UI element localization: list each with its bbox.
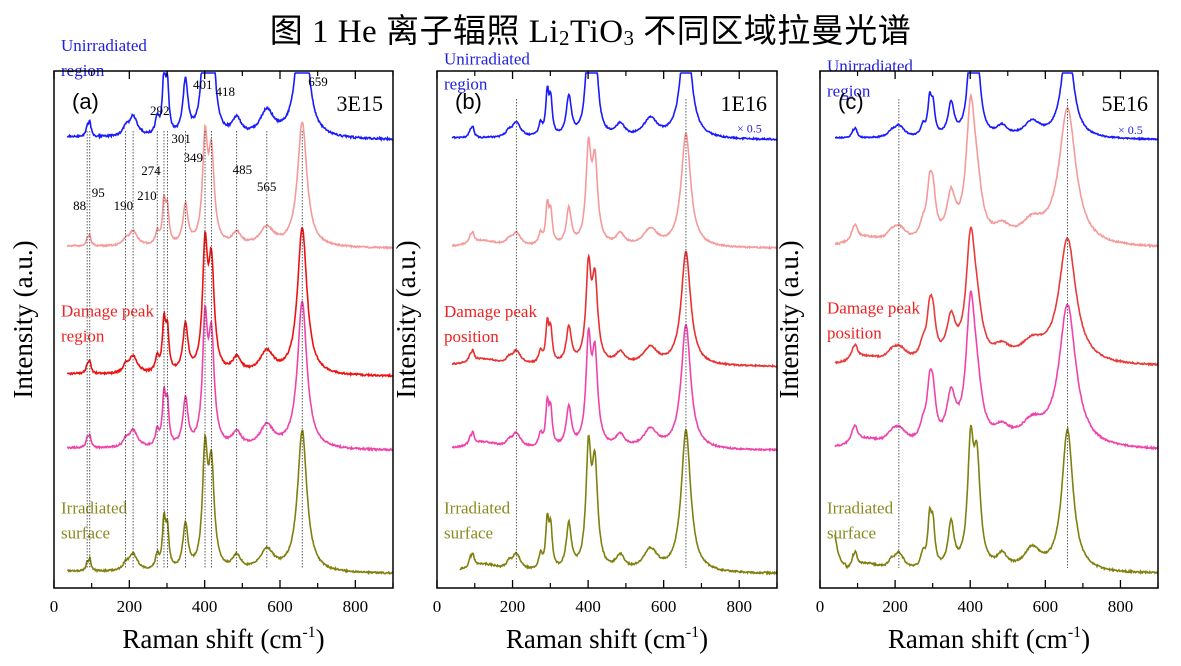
panel-label: (c) — [838, 89, 864, 114]
series-line-irradiated-surface — [459, 428, 778, 576]
x-tick-label: 600 — [1033, 597, 1059, 616]
series-label: Damage peak — [61, 302, 154, 321]
x-axis-label: Raman shift (cm-1) — [122, 624, 324, 654]
x-label-main: Raman shift (cm — [122, 624, 302, 654]
x-tick-label: 800 — [343, 597, 369, 616]
series-label: surface — [827, 524, 876, 543]
series-line-irradiated-surface — [834, 424, 1159, 575]
panel-c: Unirradiated region × 0.5 Damage peak positi… — [774, 57, 1159, 654]
x-tick-label: 200 — [117, 597, 143, 616]
x-label-main: Raman shift (cm — [506, 624, 686, 654]
series-line-irradiated-layer-2 — [451, 132, 777, 250]
x-tick-label: 0 — [433, 597, 442, 616]
y-axis-label: Intensity (a.u.) — [8, 240, 38, 398]
series-label: region — [61, 327, 105, 346]
series-label: Irradiated — [61, 499, 128, 518]
x-label-end: ) — [699, 624, 708, 654]
title-part-3: 不同区域拉曼光谱 — [634, 14, 912, 50]
peak-label: 418 — [215, 84, 235, 99]
x-label-sup: -1 — [686, 624, 699, 641]
series-label: Damage peak — [444, 302, 537, 321]
series-label: surface — [61, 524, 110, 543]
x-tick-label: 0 — [816, 597, 825, 616]
title-part-1: 图 1 He 离子辐照 Li — [269, 14, 560, 50]
x-tick-label: 600 — [651, 597, 677, 616]
figure-title: 图 1 He 离子辐照 Li2TiO3 不同区域拉曼光谱 — [0, 4, 1181, 52]
x-tick-label: 600 — [267, 597, 293, 616]
x-tick-label: 200 — [882, 597, 908, 616]
dose-label: 1E16 — [721, 91, 767, 116]
series-line-irradiated-layer-2 — [66, 121, 393, 251]
peak-label: 292 — [150, 103, 170, 118]
series-line-irradiated-layer-2 — [834, 93, 1159, 249]
x-tick-label: 0 — [50, 597, 59, 616]
peak-label: 274 — [141, 163, 161, 178]
y-axis-label: Intensity (a.u.) — [774, 240, 804, 398]
x-label-end: ) — [1081, 624, 1090, 654]
x-label-sup: -1 — [302, 624, 315, 641]
series-label: Irradiated — [827, 499, 894, 518]
series-line-unirradiated-region — [66, 70, 394, 142]
plot-frame — [53, 70, 394, 589]
peak-label: 88 — [73, 198, 86, 213]
series-label: region — [444, 75, 488, 94]
title-part-2: TiO — [570, 14, 624, 50]
peak-label: 485 — [233, 162, 253, 177]
series-label: Unirradiated — [61, 36, 147, 55]
panel-b: Unirradiated region × 0.5 Damage peak positi… — [391, 50, 778, 654]
peak-label: 190 — [114, 198, 134, 213]
series-line-damage-peak-position — [451, 250, 778, 368]
x-tick-label: 400 — [957, 597, 983, 616]
series-line-unirradiated-region — [451, 72, 778, 142]
series-label: position — [444, 327, 499, 346]
series-line-damage-peak-region — [66, 226, 394, 378]
dose-label: 3E15 — [337, 91, 383, 116]
series-label: surface — [444, 524, 493, 543]
series-line-irradiated-layer-4 — [451, 323, 778, 453]
plot-frame — [819, 70, 1159, 589]
x-label-main: Raman shift (cm — [888, 624, 1068, 654]
series-line-irradiated-layer-4 — [834, 290, 1159, 451]
x-tick-label: 400 — [192, 597, 218, 616]
series-label: Irradiated — [444, 499, 511, 518]
peak-label: 210 — [137, 188, 157, 203]
dose-label: 5E16 — [1102, 91, 1148, 116]
panel-label: (b) — [455, 89, 482, 114]
series-label: Unirradiated — [444, 50, 530, 69]
x-axis-label: Raman shift (cm-1) — [888, 624, 1090, 654]
series-label: position — [827, 324, 882, 343]
series-line-unirradiated-region — [835, 72, 1159, 142]
y-axis-label: Intensity (a.u.) — [391, 240, 421, 398]
title-sub-2: 2 — [559, 26, 571, 50]
peak-label: 301 — [171, 131, 191, 146]
x-tick-label: 400 — [575, 597, 601, 616]
peak-label: 349 — [183, 150, 203, 165]
series-line-damage-peak-position — [834, 226, 1158, 367]
peak-label: 401 — [193, 77, 213, 92]
peak-label: 95 — [92, 185, 105, 200]
panel-label: (a) — [72, 89, 99, 114]
series-line-irradiated-layer-4 — [66, 300, 393, 452]
series-label: Damage peak — [827, 299, 920, 318]
plot-frame — [436, 70, 778, 589]
x-axis-label: Raman shift (cm-1) — [506, 624, 708, 654]
title-sub-3: 3 — [623, 26, 635, 50]
x-tick-label: 800 — [1108, 597, 1134, 616]
series-line-irradiated-surface — [66, 429, 393, 576]
peak-label: 659 — [308, 74, 328, 89]
scale-note: × 0.5 — [737, 122, 762, 136]
x-label-sup: -1 — [1068, 624, 1081, 641]
series-label: Unirradiated — [827, 57, 913, 76]
x-tick-label: 800 — [726, 597, 752, 616]
scale-note: × 0.5 — [1118, 123, 1143, 137]
series-label: region — [827, 82, 871, 101]
peak-label: 565 — [257, 179, 277, 194]
x-tick-label: 200 — [500, 597, 526, 616]
x-label-end: ) — [316, 624, 325, 654]
